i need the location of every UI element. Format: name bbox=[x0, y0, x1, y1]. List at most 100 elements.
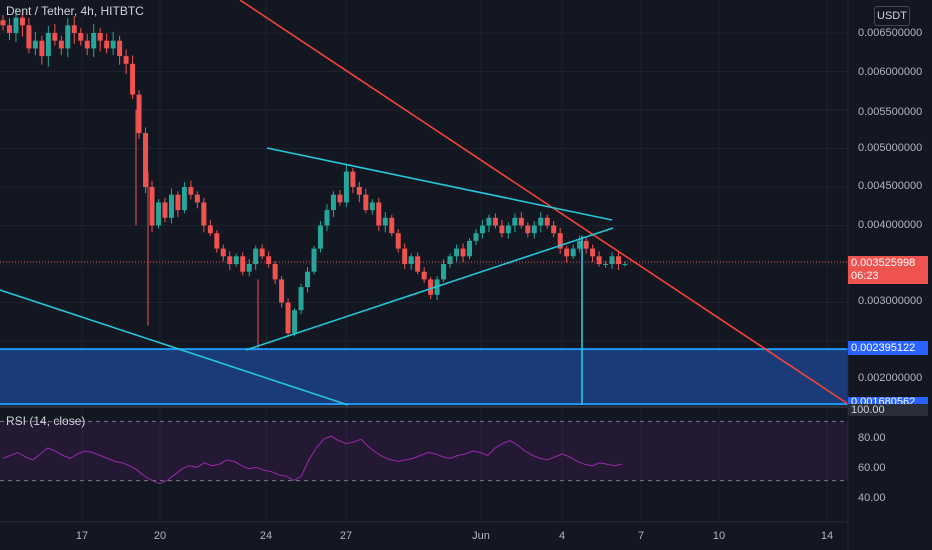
candle-body bbox=[175, 194, 181, 211]
candle-countdown: 06:23 bbox=[851, 270, 879, 282]
candle-body bbox=[421, 271, 427, 280]
candle-body bbox=[97, 33, 103, 41]
candle-body bbox=[369, 202, 375, 211]
candle-body bbox=[525, 225, 531, 234]
candle-body bbox=[564, 248, 570, 257]
candle-body bbox=[78, 33, 84, 41]
candle-body bbox=[609, 256, 615, 264]
candle-body bbox=[110, 40, 116, 49]
candle-body bbox=[518, 217, 524, 226]
support-zone bbox=[0, 349, 848, 405]
candle-body bbox=[0, 20, 6, 26]
candle-body bbox=[551, 225, 557, 234]
candle-body bbox=[143, 133, 149, 187]
candle-body bbox=[454, 248, 460, 257]
candle-body bbox=[460, 248, 466, 257]
candle-body bbox=[505, 225, 511, 234]
trendline-drawings[interactable] bbox=[0, 0, 849, 406]
candle-body bbox=[298, 287, 304, 311]
candle-body bbox=[428, 279, 434, 295]
candle-body bbox=[259, 248, 265, 257]
candle-body bbox=[104, 40, 110, 49]
candle-body bbox=[467, 240, 472, 257]
rsi-band bbox=[0, 421, 848, 481]
rsi-tick: 40.00 bbox=[858, 492, 886, 504]
price-tick: 0.006500000 bbox=[858, 27, 923, 39]
candle-body bbox=[447, 256, 453, 264]
candle-body bbox=[616, 256, 622, 264]
candle-body bbox=[214, 233, 220, 249]
symbol-title[interactable]: Dent / Tether, 4h, HITBTC bbox=[6, 4, 144, 18]
candle-body bbox=[45, 33, 51, 57]
current-price-value: 0.003525998 bbox=[851, 257, 916, 269]
candle-body bbox=[305, 271, 311, 288]
candle-body bbox=[350, 171, 356, 187]
candle-body bbox=[285, 302, 291, 334]
candle-body bbox=[168, 194, 174, 218]
time-tick: 4 bbox=[558, 530, 566, 542]
candle-body bbox=[479, 225, 485, 234]
time-tick: 20 bbox=[153, 530, 167, 542]
price-tick: 0.005500000 bbox=[858, 106, 923, 118]
support-bottom-tag: 0.001680562 bbox=[848, 397, 928, 407]
candle-body bbox=[473, 233, 479, 241]
grid-lines bbox=[0, 0, 848, 522]
candle-body bbox=[227, 256, 233, 264]
candle-body bbox=[330, 194, 336, 211]
candle-body bbox=[188, 187, 194, 195]
currency-button[interactable]: USDT bbox=[874, 6, 910, 26]
candle-body bbox=[590, 248, 596, 257]
candle-body bbox=[233, 256, 239, 264]
candle-body bbox=[512, 217, 518, 226]
candle-body bbox=[136, 94, 142, 134]
candle-body bbox=[65, 25, 71, 49]
time-tick: 7 bbox=[637, 530, 645, 542]
time-tick: 14 bbox=[820, 530, 834, 542]
candle-body bbox=[363, 194, 369, 211]
candle-body bbox=[220, 248, 226, 257]
candle-body bbox=[486, 217, 492, 226]
rsi-indicator-label[interactable]: RSI (14, close) bbox=[6, 414, 86, 428]
long-support-line bbox=[0, 289, 349, 406]
candle-body bbox=[156, 202, 161, 226]
time-tick: 17 bbox=[75, 530, 89, 542]
candle-body bbox=[570, 248, 576, 257]
candle-body bbox=[181, 187, 187, 211]
candle-body bbox=[557, 233, 563, 249]
candle-body bbox=[622, 264, 628, 265]
candle-body bbox=[603, 264, 609, 265]
time-tick: 24 bbox=[259, 530, 273, 542]
candle-body bbox=[26, 25, 32, 49]
candle-body bbox=[240, 256, 246, 272]
descending-trendline bbox=[239, 0, 849, 405]
candle-body bbox=[408, 256, 414, 264]
candle-body bbox=[492, 217, 498, 226]
candle-body bbox=[376, 202, 382, 226]
candle-body bbox=[272, 264, 278, 280]
candle-body bbox=[194, 194, 200, 203]
candlestick-series bbox=[0, 8, 628, 349]
rsi-tick: 80.00 bbox=[858, 432, 886, 444]
candle-body bbox=[356, 187, 362, 195]
candle-body bbox=[130, 63, 136, 95]
candle-body bbox=[441, 264, 447, 280]
candle-body bbox=[292, 310, 298, 334]
candle-body bbox=[395, 233, 401, 249]
candle-body bbox=[577, 240, 583, 249]
candle-body bbox=[91, 33, 97, 49]
rsi-line bbox=[2, 435, 623, 485]
current-price-tag: 0.003525998 06:23 bbox=[848, 256, 928, 284]
candle-body bbox=[149, 187, 155, 226]
triangle-lower-line bbox=[245, 227, 614, 351]
rsi-top-tag: 100.00 bbox=[848, 404, 928, 416]
candle-body bbox=[246, 264, 252, 272]
candle-body bbox=[117, 40, 123, 57]
candle-body bbox=[531, 225, 537, 234]
support-top-tag: 0.002395122 bbox=[848, 341, 928, 355]
candle-body bbox=[13, 17, 19, 33]
time-tick: 27 bbox=[339, 530, 353, 542]
candle-body bbox=[123, 56, 129, 64]
candle-body bbox=[84, 40, 90, 49]
candle-body bbox=[266, 256, 272, 264]
